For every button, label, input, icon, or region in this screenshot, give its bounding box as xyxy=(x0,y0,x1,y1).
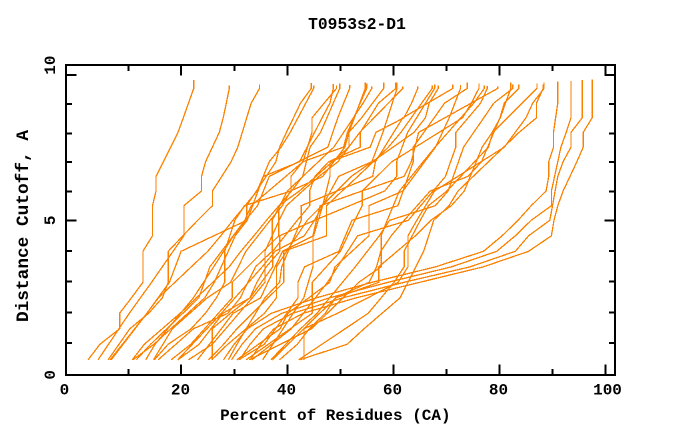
svg-text:20: 20 xyxy=(171,382,190,400)
svg-text:100: 100 xyxy=(593,382,622,400)
svg-text:60: 60 xyxy=(383,382,402,400)
svg-text:5: 5 xyxy=(42,215,60,225)
svg-text:40: 40 xyxy=(277,382,296,400)
svg-text:0: 0 xyxy=(42,370,60,380)
svg-text:Percent of Residues (CA): Percent of Residues (CA) xyxy=(220,407,450,425)
svg-text:80: 80 xyxy=(489,382,508,400)
svg-text:0: 0 xyxy=(60,382,70,400)
svg-text:T0953s2-D1: T0953s2-D1 xyxy=(308,15,406,34)
svg-text:Distance Cutoff, A: Distance Cutoff, A xyxy=(14,130,34,322)
svg-text:10: 10 xyxy=(42,55,60,74)
